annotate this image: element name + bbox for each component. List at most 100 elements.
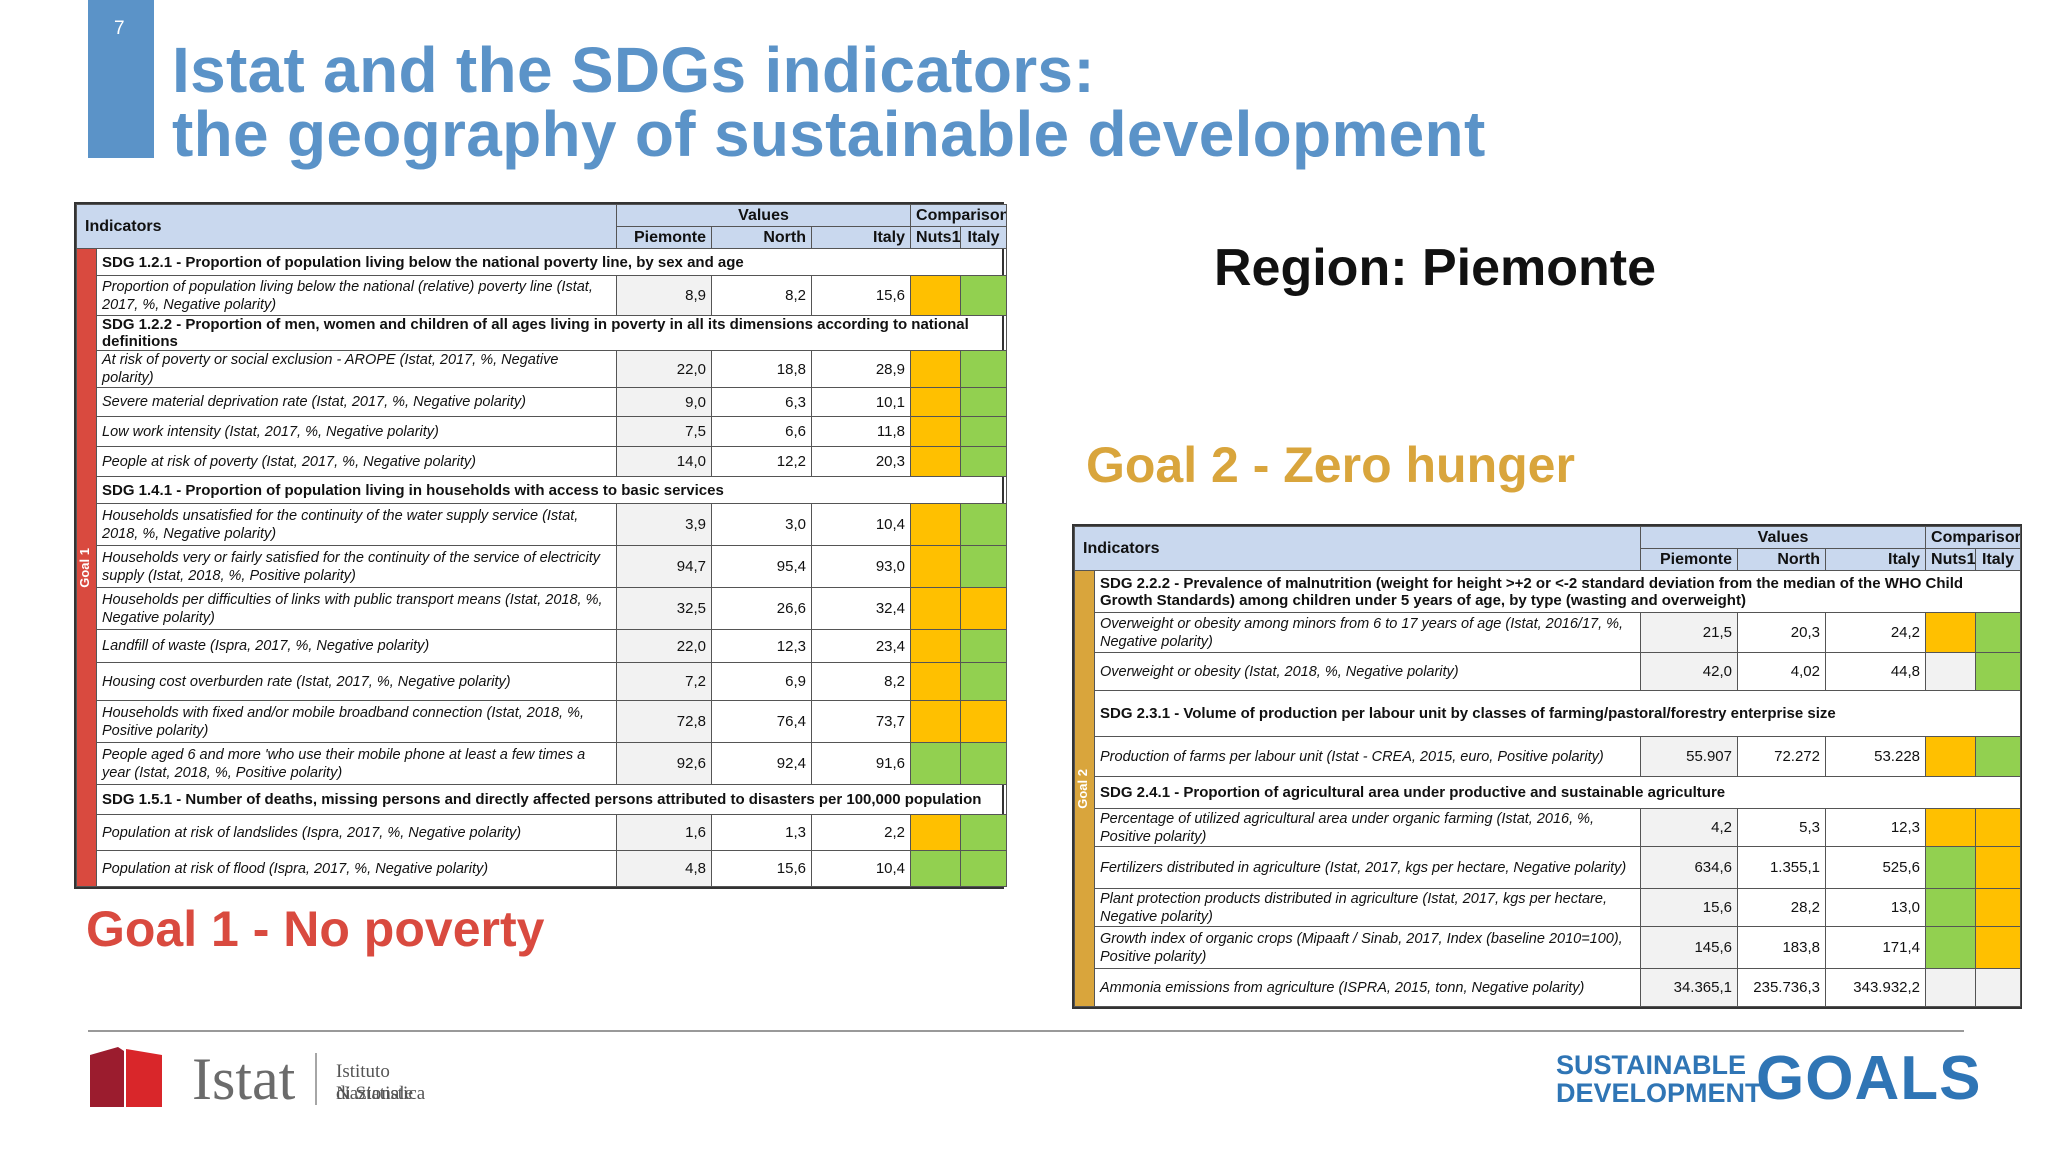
goal2-title: Goal 2 - Zero hunger [1086,437,1575,493]
value-piemonte: 15,6 [1640,888,1738,927]
value-italy: 53.228 [1824,736,1927,777]
value-piemonte: 8,9 [616,275,712,316]
value-north: 8,2 [711,275,812,316]
section-title: SDG 1.4.1 - Proportion of population liv… [95,476,1008,504]
comparison-italy_cmp-cell [960,545,1008,588]
comparison-italy_cmp-cell [1975,968,2022,1007]
comparison-italy_cmp-cell [1975,926,2022,969]
header-piemonte: Piemonte [1640,548,1738,571]
comparison-nuts1-cell [910,545,962,588]
header-north: North [1737,548,1826,571]
comparison-italy_cmp-cell [960,387,1008,417]
value-italy: 8,2 [810,662,912,701]
header-nuts1: Nuts1 [910,226,962,249]
table-row: Households per difficulties of links wit… [77,587,1008,630]
section-title: SDG 1.5.1 - Number of deaths, missing pe… [95,784,1008,815]
value-piemonte: 7,2 [616,662,712,701]
comparison-nuts1-cell [910,662,962,701]
value-italy: 10,1 [810,387,912,417]
value-italy: 93,0 [810,545,912,588]
value-piemonte: 7,5 [616,416,712,447]
table-row: Severe material deprivation rate (Istat,… [77,387,1008,417]
value-piemonte: 9,0 [616,387,712,417]
table-row: Population at risk of flood (Ispra, 2017… [77,850,1008,887]
comparison-italy_cmp-cell [960,850,1008,887]
value-north: 92,4 [711,742,812,785]
istat-logo: Istat Istituto Nazionale di Statistica [88,1045,448,1113]
header-comparison: Comparison [910,204,1008,227]
section-title: SDG 2.3.1 - Volume of production per lab… [1093,690,2022,737]
comparison-italy_cmp-cell [960,742,1008,785]
comparison-italy_cmp-cell [960,662,1008,701]
header-north: North [711,226,812,249]
istat-logo-mark [90,1047,317,1107]
comparison-nuts1-cell [1925,612,1977,653]
sdg-logo-word: GOALS [1756,1044,1982,1113]
page-number: 7 [114,18,125,39]
value-piemonte: 22,0 [616,629,712,663]
indicator-label: Severe material deprivation rate (Istat,… [96,387,617,417]
value-piemonte: 34.365,1 [1640,968,1738,1007]
goal1-indicators-table: Indicators Values Comparison Piemonte No… [74,202,1008,889]
header-piemonte: Piemonte [616,226,712,249]
value-north: 183,8 [1737,926,1826,969]
comparison-nuts1-cell [910,446,962,477]
comparison-nuts1-cell [910,629,962,663]
value-italy: 91,6 [810,742,912,785]
value-north: 76,4 [711,700,812,743]
value-north: 72.272 [1737,736,1826,777]
indicator-label: Fertilizers distributed in agriculture (… [1094,846,1641,889]
indicator-label: Households with fixed and/or mobile broa… [96,700,617,743]
comparison-nuts1-cell [1925,652,1977,691]
value-italy: 10,4 [810,503,912,546]
value-north: 5,3 [1737,808,1826,847]
section-row: SDG 1.4.1 - Proportion of population liv… [77,476,1008,504]
comparison-italy_cmp-cell [1975,888,2022,927]
comparison-nuts1-cell [910,850,962,887]
header-italy: Italy [1824,548,1927,571]
table-row: Households with fixed and/or mobile broa… [77,700,1008,743]
value-north: 28,2 [1737,888,1826,927]
value-piemonte: 55.907 [1640,736,1738,777]
comparison-nuts1-cell [910,587,962,630]
comparison-nuts1-cell [910,350,962,388]
value-north: 6,3 [711,387,812,417]
goal-side-label-text: Goal 1 [77,547,93,588]
value-north: 4,02 [1737,652,1826,691]
header-comparison: Comparison [1925,526,2022,549]
value-piemonte: 42,0 [1640,652,1738,691]
indicator-label: Plant protection products distributed in… [1094,888,1641,927]
table-row: Households very or fairly satisfied for … [77,545,1008,588]
value-north: 6,6 [711,416,812,447]
header-indicators: Indicators [76,204,617,249]
section-row: SDG 1.2.2 - Proportion of men, women and… [77,315,1008,351]
comparison-nuts1-cell [910,387,962,417]
comparison-nuts1-cell [1925,808,1977,847]
indicator-label: People aged 6 and more 'who use their mo… [96,742,617,785]
footer-divider [88,1030,1964,1032]
value-north: 20,3 [1737,612,1826,653]
table-row: Production of farms per labour unit (Ist… [1075,736,2022,777]
comparison-italy_cmp-cell [1975,652,2022,691]
comparison-nuts1-cell [910,814,962,851]
value-italy: 12,3 [1824,808,1927,847]
value-piemonte: 1,6 [616,814,712,851]
header-italy-comparison: Italy [1975,548,2022,571]
comparison-nuts1-cell [910,275,962,316]
comparison-italy_cmp-cell [960,587,1008,630]
comparison-italy_cmp-cell [1975,736,2022,777]
table-row: Landfill of waste (Ispra, 2017, %, Negat… [77,629,1008,663]
value-piemonte: 4,8 [616,850,712,887]
goal-side-label: Goal 2 [1074,570,1095,1007]
sdg-logo-line2: DEVELOPMENT [1556,1078,1762,1108]
indicator-label: Overweight or obesity (Istat, 2018, %, N… [1094,652,1641,691]
indicator-label: Households unsatisfied for the continuit… [96,503,617,546]
table-row: Plant protection products distributed in… [1075,888,2022,927]
region-label: Region: Piemonte [1214,239,1657,297]
indicator-label: Low work intensity (Istat, 2017, %, Nega… [96,416,617,447]
comparison-italy_cmp-cell [960,700,1008,743]
value-piemonte: 72,8 [616,700,712,743]
table-row: Population at risk of landslides (Ispra,… [77,814,1008,851]
value-piemonte: 94,7 [616,545,712,588]
slide-title-line2: the geography of sustainable development [172,98,1486,170]
